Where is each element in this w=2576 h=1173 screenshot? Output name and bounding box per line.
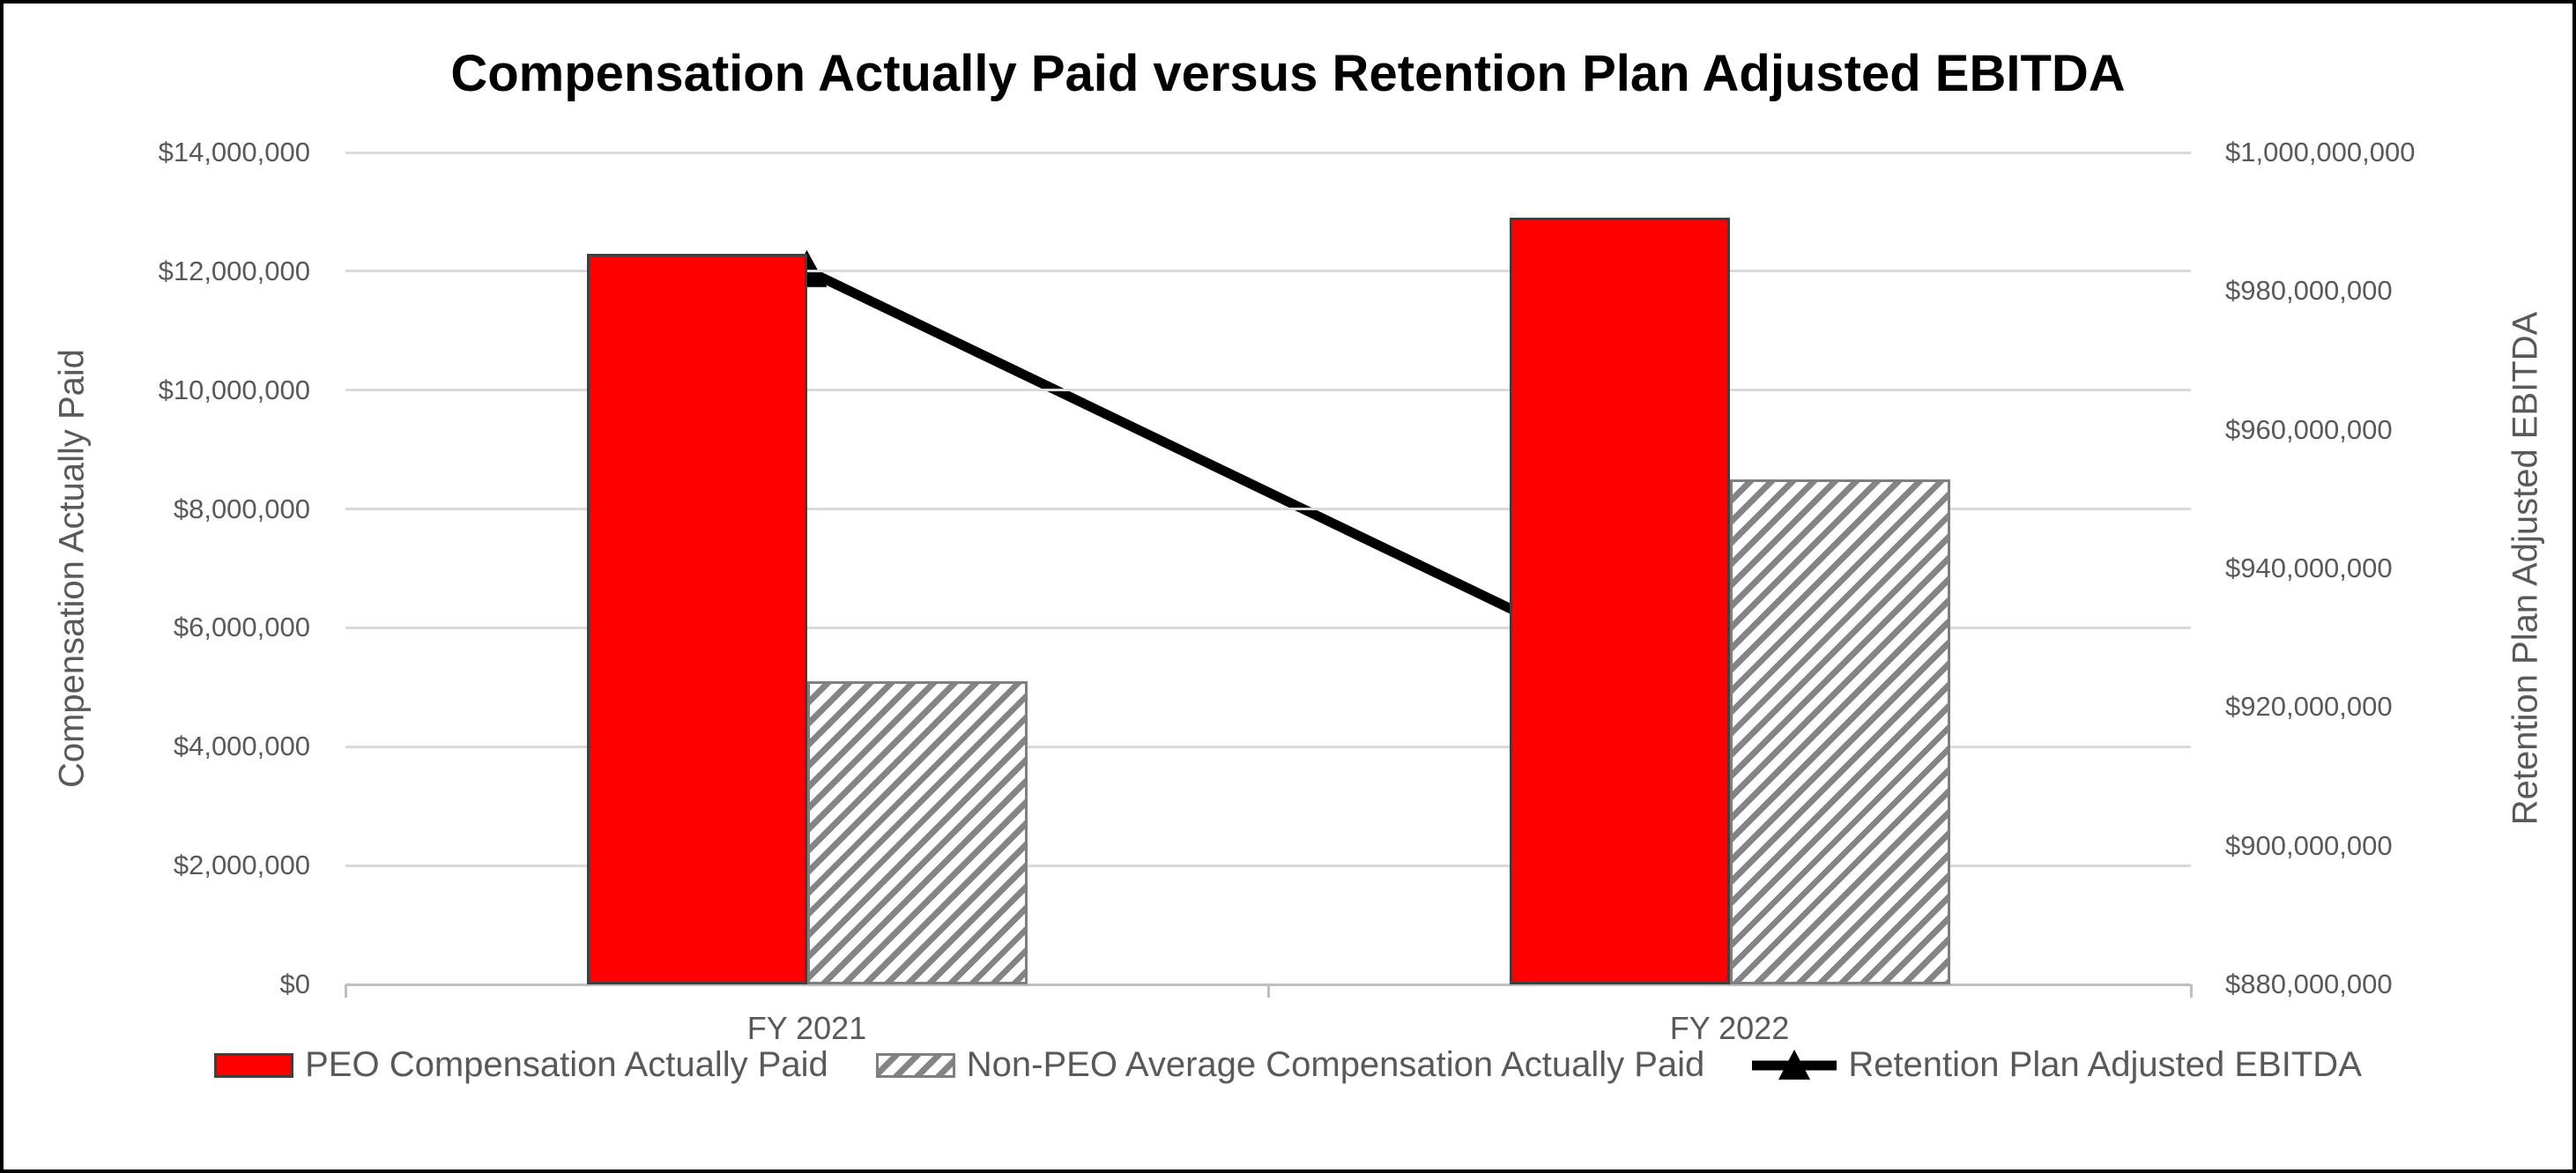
right-axis-tick-label: $960,000,000: [2225, 413, 2393, 445]
legend-label: Retention Plan Adjusted EBITDA: [1848, 1045, 2362, 1084]
right-axis-tick-label: $920,000,000: [2225, 691, 2393, 723]
bar-non-peo-average-compensation-actually-paid-fy-2021: [806, 681, 1028, 984]
gridline: [345, 508, 2191, 511]
right-axis-tick-label: $900,000,000: [2225, 829, 2393, 861]
line-series-overlay: [786, 249, 1750, 731]
legend-label: PEO Compensation Actually Paid: [305, 1045, 828, 1084]
category-boundary-tick: [344, 984, 347, 998]
solid-swatch-icon: [214, 1052, 294, 1078]
category-boundary-tick: [1266, 984, 1270, 998]
category-label-fy-2021: FY 2021: [746, 1010, 867, 1046]
left-axis-tick-label: $8,000,000: [173, 493, 310, 524]
left-axis-title: Compensation Actually Paid: [52, 348, 92, 789]
right-axis-title: Retention Plan Adjusted EBITDA: [2505, 311, 2545, 826]
legend-label: Non-PEO Average Compensation Actually Pa…: [966, 1045, 1705, 1084]
gridline: [345, 864, 2191, 867]
left-axis-tick-label: $12,000,000: [158, 255, 310, 286]
right-axis-tick-label: $940,000,000: [2225, 553, 2393, 583]
chart-title: Compensation Actually Paid versus Retent…: [450, 45, 2126, 102]
legend-item-retention-plan-adjusted-ebitda: Retention Plan Adjusted EBITDA: [1752, 1045, 2362, 1085]
left-axis-tick-label: $2,000,000: [173, 850, 310, 881]
gridline: [345, 270, 2191, 273]
left-axis-tick-label: $10,000,000: [158, 374, 310, 405]
bar-peo-compensation-actually-paid-fy-2022: [1509, 218, 1730, 984]
gridline: [345, 626, 2191, 629]
legend: PEO Compensation Actually Paid Non-PEO Av…: [4, 1045, 2572, 1085]
hatched-swatch-icon: [875, 1052, 955, 1078]
legend-item-non-peo-average-compensation-actually-paid: Non-PEO Average Compensation Actually Pa…: [875, 1045, 1705, 1085]
left-axis-tick-label: $14,000,000: [158, 137, 310, 167]
right-axis-tick-label: $980,000,000: [2225, 275, 2393, 307]
gridline: [345, 389, 2191, 392]
line-marker-swatch-icon: [1752, 1049, 1837, 1080]
left-axis-tick-label: $0: [279, 969, 310, 999]
left-axis-tick-label: $4,000,000: [173, 731, 310, 762]
category-boundary-tick: [2189, 984, 2193, 998]
left-axis-tick-label: $6,000,000: [173, 612, 310, 643]
right-axis-tick-label: $1,000,000,000: [2225, 137, 2416, 167]
legend-item-peo-compensation-actually-paid: PEO Compensation Actually Paid: [214, 1045, 828, 1085]
gridline: [345, 151, 2191, 154]
bar-non-peo-average-compensation-actually-paid-fy-2022: [1729, 479, 1950, 984]
bar-peo-compensation-actually-paid-fy-2021: [586, 253, 807, 984]
gridline: [345, 745, 2191, 748]
right-axis-tick-label: $880,000,000: [2225, 969, 2393, 999]
category-label-fy-2022: FY 2022: [1669, 1010, 1790, 1046]
